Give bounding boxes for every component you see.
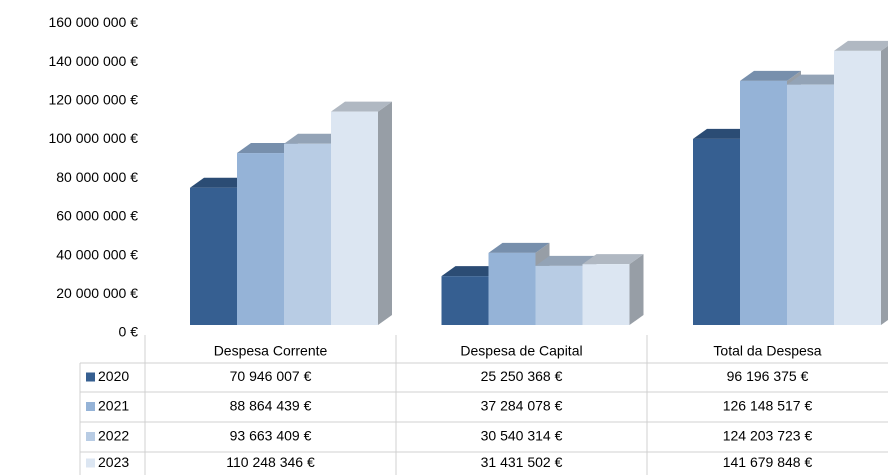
bar-top	[331, 101, 392, 112]
bar	[740, 80, 787, 325]
data-label: 141 679 848 €	[723, 454, 813, 470]
x-tick-label: Despesa de Capital	[460, 343, 582, 359]
legend-swatch	[86, 458, 95, 468]
bar-top	[582, 254, 644, 265]
bar	[190, 187, 237, 325]
legend-swatch	[86, 372, 95, 382]
bar	[693, 138, 740, 325]
data-label: 110 248 346 €	[226, 454, 315, 470]
y-tick-label: 160 000 000 €	[48, 14, 138, 30]
bar-top	[535, 255, 597, 266]
bar	[535, 265, 583, 325]
x-tick-label: Despesa Corrente	[214, 343, 328, 359]
data-label: 124 203 723 €	[723, 428, 813, 444]
data-label: 25 250 368 €	[481, 368, 563, 384]
data-label: 37 284 078 €	[481, 398, 563, 414]
bar	[834, 50, 881, 326]
bar	[582, 264, 630, 325]
legend-label: 2022	[98, 428, 129, 444]
y-tick-label: 100 000 000 €	[48, 130, 138, 146]
legend-label: 2023	[98, 454, 129, 470]
bar	[237, 153, 284, 325]
bar-top	[834, 40, 888, 51]
bar-side	[881, 45, 888, 325]
legend-swatch	[86, 432, 95, 441]
legend-label: 2021	[98, 398, 129, 414]
bar-side	[378, 101, 392, 325]
y-tick-label: 60 000 000 €	[56, 208, 138, 224]
data-label: 70 946 007 €	[230, 368, 312, 384]
data-label: 126 148 517 €	[723, 398, 813, 414]
bar	[331, 111, 378, 325]
bar-top	[693, 128, 754, 139]
bar-top	[237, 143, 298, 154]
legend-swatch	[86, 402, 95, 411]
y-tick-label: 20 000 000 €	[56, 285, 138, 301]
data-label: 96 196 375 €	[727, 368, 809, 384]
y-tick-label: 40 000 000 €	[56, 246, 138, 262]
x-tick-label: Total da Despesa	[713, 343, 821, 359]
y-tick-label: 0 €	[119, 324, 139, 340]
data-label: 30 540 314 €	[481, 428, 563, 444]
bar	[441, 276, 489, 325]
y-tick-label: 120 000 000 €	[48, 92, 138, 108]
bar	[488, 252, 536, 325]
bar-top	[787, 74, 848, 85]
bar-top	[740, 70, 801, 81]
y-tick-label: 140 000 000 €	[48, 53, 138, 69]
bar-side	[629, 254, 644, 325]
data-label: 93 663 409 €	[230, 428, 312, 444]
legend-label: 2020	[98, 368, 129, 384]
data-label: 88 864 439 €	[230, 398, 312, 414]
bar-top	[284, 133, 345, 144]
bar	[787, 84, 834, 325]
bar-top	[441, 266, 503, 277]
bar-top	[190, 177, 251, 188]
data-label: 31 431 502 €	[481, 454, 563, 470]
bar	[284, 143, 331, 325]
bar-top	[488, 242, 550, 253]
y-tick-label: 80 000 000 €	[56, 169, 138, 185]
